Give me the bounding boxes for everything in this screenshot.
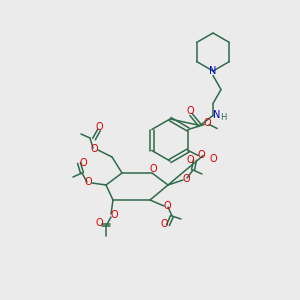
Text: N: N — [209, 66, 217, 76]
Text: O: O — [110, 210, 118, 220]
Text: O: O — [79, 158, 87, 168]
Text: O: O — [209, 154, 217, 164]
Text: O: O — [149, 164, 157, 174]
Text: O: O — [186, 106, 194, 116]
Text: O: O — [197, 151, 205, 160]
Text: O: O — [203, 118, 211, 128]
Text: O: O — [90, 144, 98, 154]
Text: O: O — [84, 177, 92, 187]
Text: O: O — [95, 122, 103, 132]
Text: O: O — [95, 218, 103, 228]
Text: O: O — [186, 155, 194, 165]
Text: O: O — [160, 219, 168, 229]
Text: O: O — [182, 174, 190, 184]
Text: N: N — [213, 110, 221, 121]
Text: O: O — [163, 201, 171, 211]
Text: H: H — [220, 112, 226, 122]
